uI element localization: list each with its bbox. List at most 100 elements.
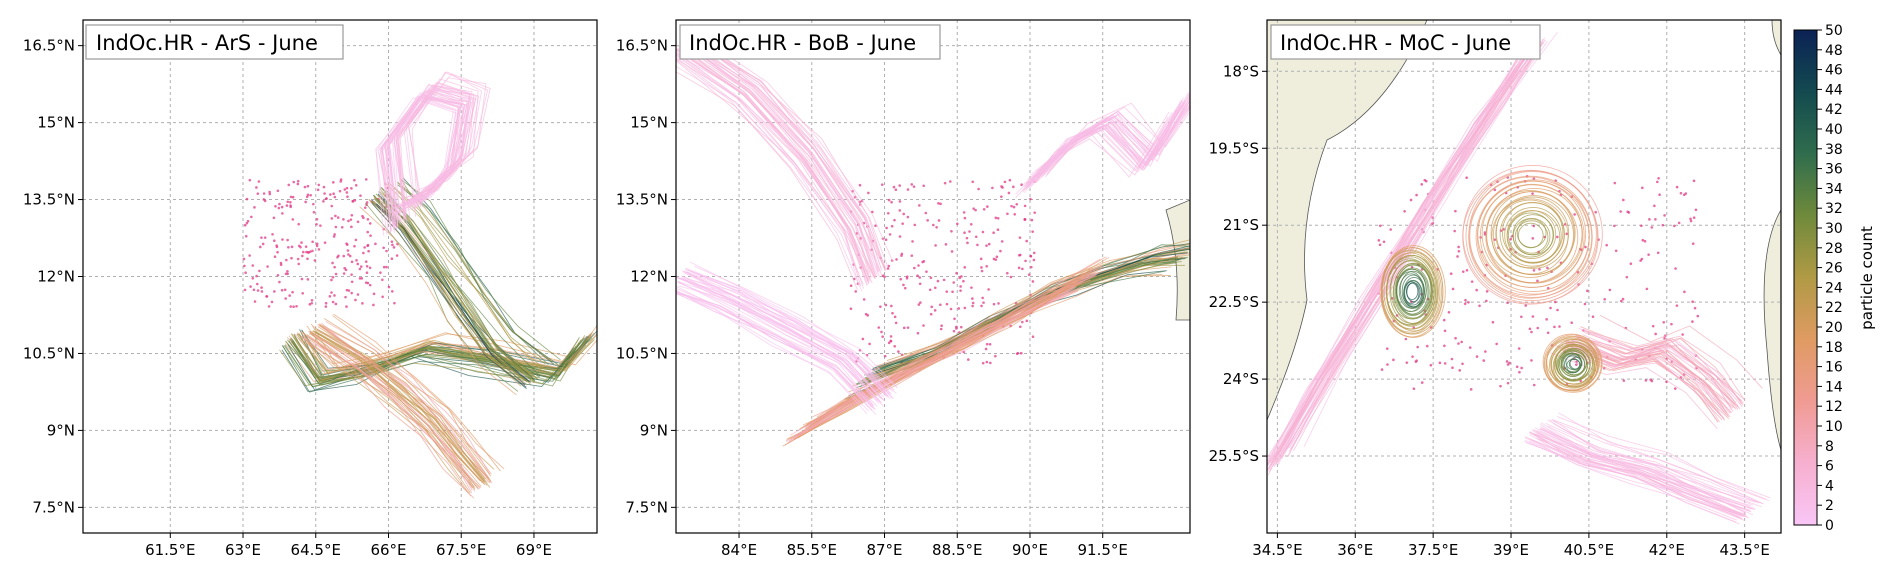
eddy-loop (1380, 245, 1446, 338)
release-particle (1532, 177, 1536, 180)
release-particle (248, 254, 251, 257)
trajectory-line (1275, 54, 1536, 465)
release-particle (385, 265, 388, 269)
trajectory-line (676, 292, 874, 409)
release-particle (332, 192, 335, 196)
release-particle (987, 288, 990, 291)
release-particle (1438, 361, 1442, 365)
release-particle (917, 303, 921, 306)
release-particle (995, 255, 999, 259)
title-box (1270, 24, 1541, 60)
x-tick-label: 39°E (1493, 541, 1529, 559)
release-particle (929, 276, 933, 280)
release-particle (1020, 183, 1023, 187)
x-tick-label: 91.5°E (1078, 541, 1128, 559)
release-particle (962, 211, 966, 214)
release-particle (1029, 254, 1032, 258)
release-particle (300, 241, 303, 244)
trajectory-line (676, 290, 873, 412)
colorbar-tick-label: 28 (1825, 241, 1843, 257)
release-particle (344, 295, 347, 299)
trajectory-line (1044, 104, 1190, 178)
trajectory-line (1578, 335, 1737, 404)
release-particle (267, 305, 271, 308)
release-particle (880, 330, 883, 334)
release-particle (965, 236, 969, 240)
release-particle (987, 242, 991, 246)
release-particle (1621, 297, 1625, 301)
release-particle (365, 271, 369, 275)
release-particle (933, 309, 937, 312)
release-particle (301, 254, 304, 258)
colorbar-tick-label: 6 (1825, 459, 1834, 475)
land (1267, 20, 1781, 451)
release-particle (1586, 289, 1589, 293)
release-particle (939, 303, 942, 307)
release-particle (1469, 388, 1473, 391)
release-particle (1008, 178, 1012, 182)
release-particle (1515, 365, 1519, 369)
release-particle (950, 250, 954, 253)
release-particle (260, 290, 264, 293)
release-particle (949, 307, 953, 311)
release-particle (333, 265, 336, 269)
release-particle (906, 215, 910, 219)
x-tick-label: 90°E (1012, 541, 1048, 559)
release-particle (1506, 381, 1510, 385)
y-tick-label: 18°S (1223, 62, 1259, 80)
release-particle (276, 273, 280, 277)
release-particle (1662, 320, 1666, 324)
release-particle (1485, 290, 1489, 293)
release-particle (273, 255, 277, 259)
trajectory-line (1030, 99, 1182, 182)
release-particle (1403, 209, 1406, 213)
release-particle (1468, 346, 1472, 349)
release-particle (1012, 205, 1016, 209)
release-particle (1506, 301, 1509, 305)
release-particle (1493, 188, 1497, 192)
trajectory-line (1585, 330, 1746, 402)
release-particle (281, 238, 284, 241)
release-particle (906, 188, 910, 191)
release-particle (1656, 251, 1660, 255)
y-tick-label: 13.5°N (616, 191, 668, 209)
release-particle (918, 276, 922, 279)
trajectory-line (303, 336, 473, 489)
release-particle (291, 218, 295, 221)
eddy-loop (1406, 282, 1421, 303)
release-particle (331, 276, 335, 279)
trajectory-line (875, 242, 1190, 370)
release-particle (354, 298, 357, 302)
release-particle (350, 187, 353, 190)
release-particle (1649, 378, 1652, 382)
chart-title: IndOc.HR - MoC - June (1280, 31, 1511, 55)
release-particle (270, 300, 274, 304)
release-particle (1546, 286, 1550, 290)
colorbar-ticks: 0246810121416182022242628303234363840424… (1817, 23, 1843, 534)
release-particle (328, 295, 332, 298)
release-particle (248, 178, 252, 182)
release-particle (906, 326, 910, 329)
release-particle (275, 244, 278, 247)
release-particle (1643, 239, 1647, 243)
release-particle (980, 266, 983, 269)
trajectory-line (680, 44, 870, 275)
release-particle (379, 271, 382, 274)
release-particle (1613, 181, 1617, 185)
release-particle (245, 221, 249, 225)
release-particle (1453, 229, 1456, 233)
release-particle (336, 216, 340, 219)
y-tick-label: 13.5°N (23, 191, 75, 209)
release-particle (1673, 224, 1676, 228)
release-particle (991, 186, 994, 190)
release-particle (969, 222, 973, 226)
release-particle (1443, 329, 1447, 333)
chart-title: IndOc.HR - BoB - June (689, 31, 916, 55)
release-particle (1033, 211, 1037, 214)
release-particle (1031, 335, 1035, 339)
release-particle (952, 329, 956, 333)
x-ticks: 34.5°E 36°E 37.5°E 39°E 40.5°E 42°E 43.5°E (1252, 533, 1770, 559)
release-particle (1443, 362, 1447, 365)
trajectory-line (1547, 419, 1762, 508)
release-particle (315, 244, 319, 248)
